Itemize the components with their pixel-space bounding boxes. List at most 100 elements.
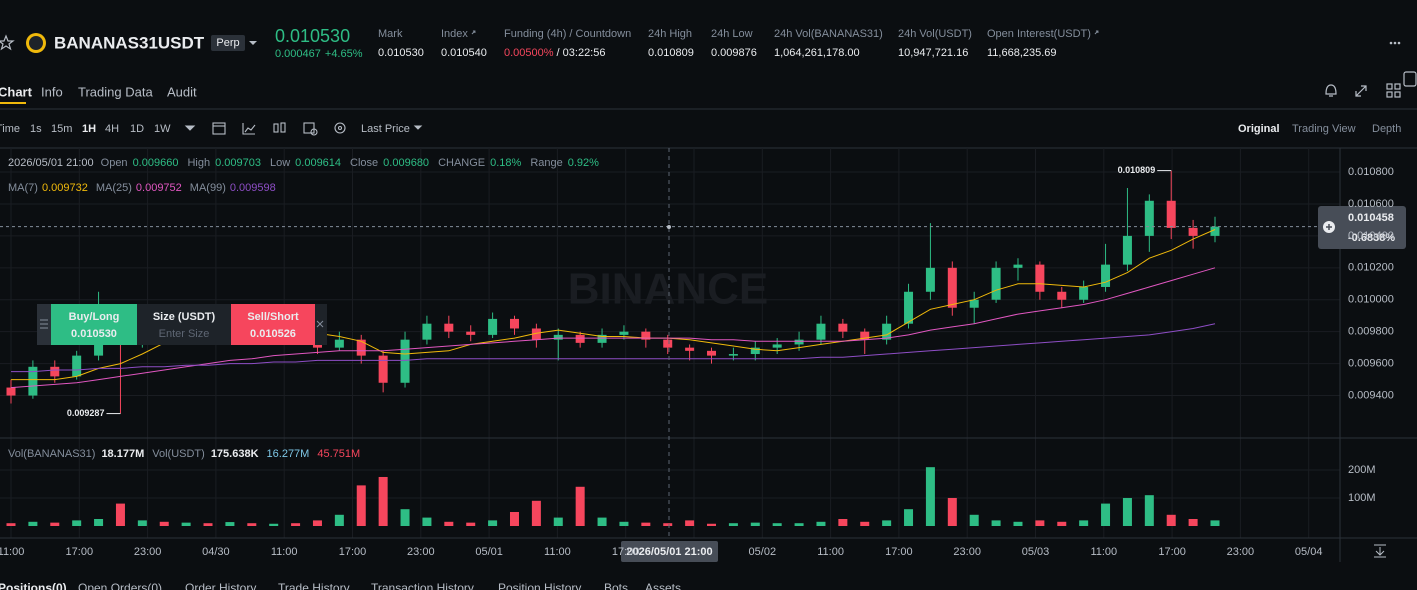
- buy-price: 0.010530: [71, 328, 117, 340]
- stat-value: 1,064,261,178.00: [774, 47, 860, 59]
- size-input[interactable]: Enter Size: [159, 328, 210, 340]
- buy-button[interactable]: [51, 304, 137, 345]
- tab[interactable]: Info: [41, 84, 63, 99]
- interval[interactable]: 4H: [105, 123, 119, 135]
- x-tick-label: 23:00: [407, 546, 435, 558]
- close-widget[interactable]: [316, 320, 324, 328]
- stat-extra: / 03:22:56: [557, 47, 606, 59]
- legend-value: 0.009660: [133, 157, 179, 169]
- volume-bar: [925, 467, 935, 526]
- moving-average: [11, 323, 1216, 373]
- symbol: BANANAS31USDT: [54, 33, 205, 52]
- volume-bar: [1035, 520, 1045, 526]
- moving-average: [10, 267, 1216, 389]
- volume-bar: [838, 518, 848, 526]
- stat-value: 0.010809: [648, 47, 694, 59]
- chart-view[interactable]: Original: [1238, 123, 1280, 135]
- volume-bar: [488, 520, 498, 526]
- top-right-icons[interactable]: [1325, 71, 1417, 98]
- volume-bar: [531, 500, 541, 526]
- info-arrow: [1094, 30, 1099, 35]
- x-tick-label: 23:00: [953, 546, 981, 558]
- candle-body: [969, 299, 979, 308]
- interval[interactable]: 1D: [130, 123, 144, 135]
- volume-bar: [94, 518, 104, 526]
- bottom-tab[interactable]: Order History: [185, 581, 256, 590]
- interval[interactable]: 1H: [82, 123, 96, 135]
- volume-bar: [947, 497, 957, 526]
- candle-body: [772, 344, 782, 348]
- x-tick-label: 11:00: [0, 546, 24, 558]
- volume-bar: [269, 523, 279, 526]
- candle-body: [794, 339, 804, 345]
- candle-body: [641, 331, 651, 340]
- change: 0.000467: [275, 48, 321, 60]
- sell-button[interactable]: [231, 304, 315, 345]
- volume-bar: [334, 514, 344, 526]
- x-tick-label: 11:00: [817, 546, 844, 558]
- candle-body: [50, 366, 60, 377]
- last-price-box: [1318, 206, 1406, 249]
- last-price-label: 0.010458: [1348, 212, 1394, 224]
- interval[interactable]: 1W: [154, 123, 171, 135]
- interval[interactable]: Time: [0, 123, 20, 135]
- volume-bar: [247, 523, 257, 526]
- volume-bar: [50, 522, 60, 526]
- bottom-tab[interactable]: Position History: [498, 581, 581, 590]
- y-tick-label: 0.010800: [1348, 166, 1394, 178]
- volume-bar: [466, 522, 476, 526]
- legend-label: Open: [101, 157, 128, 169]
- x-tick-label: 23:00: [134, 546, 162, 558]
- reset-scale[interactable]: [1374, 544, 1386, 558]
- volume-bar: [378, 476, 388, 526]
- stat-label: Funding (4h) / Countdown: [504, 28, 631, 40]
- volume-bar: [181, 522, 191, 526]
- x-tick-label: 17:00: [1158, 546, 1186, 558]
- volume-bar: [663, 523, 673, 526]
- candle-body: [553, 334, 563, 340]
- bottom-tab[interactable]: Bots: [604, 581, 628, 590]
- volume-bar: [356, 485, 366, 526]
- bottom-tab[interactable]: Trade History: [278, 581, 350, 590]
- symbol-dropdown[interactable]: [249, 41, 257, 45]
- favorite-star[interactable]: [0, 34, 15, 51]
- interval[interactable]: 1s: [30, 123, 42, 135]
- change-pct: +4.65%: [325, 48, 363, 60]
- volume-bar: [553, 517, 563, 526]
- interval[interactable]: 15m: [51, 123, 72, 135]
- bottom-tab[interactable]: Positions(0): [0, 581, 67, 590]
- bottom-tab[interactable]: Open Orders(0): [78, 581, 162, 590]
- legend-label: CHANGE: [438, 157, 485, 169]
- volume-bar: [575, 486, 585, 526]
- volume-bar: [1188, 518, 1198, 526]
- perp-badge: [211, 35, 245, 51]
- stat-label: Open Interest(USDT): [987, 28, 1091, 40]
- volume-bar: [1210, 520, 1220, 526]
- volume-bar: [1057, 521, 1067, 526]
- candle-body: [663, 339, 673, 348]
- candle-body: [1057, 291, 1067, 300]
- candle-body: [1101, 264, 1111, 287]
- stat-value: 0.010540: [441, 47, 487, 59]
- ma-value: 0.009598: [230, 182, 276, 194]
- crosshair-dot: [667, 225, 671, 229]
- tab[interactable]: Chart: [0, 84, 33, 99]
- grid: [0, 148, 1340, 538]
- bottom-tab[interactable]: Transaction History: [371, 581, 474, 590]
- low-marker: 0.009287: [67, 408, 105, 418]
- candle-body: [1013, 264, 1023, 268]
- candle-body: [882, 323, 892, 340]
- tab[interactable]: Audit: [167, 84, 197, 99]
- chart-view[interactable]: Trading View: [1292, 123, 1356, 135]
- volume-bar: [159, 521, 169, 526]
- legend-value: 0.009614: [295, 157, 341, 169]
- toolbar-icons[interactable]: [184, 122, 423, 136]
- bottom-tab[interactable]: Assets: [645, 581, 681, 590]
- candle-body: [925, 267, 935, 292]
- chart-view[interactable]: Depth: [1372, 123, 1401, 135]
- y-tick-label: 0.010200: [1348, 262, 1394, 274]
- tab[interactable]: Trading Data: [78, 84, 153, 99]
- price-type[interactable]: Last Price: [361, 123, 410, 135]
- more-menu[interactable]: [1389, 41, 1401, 45]
